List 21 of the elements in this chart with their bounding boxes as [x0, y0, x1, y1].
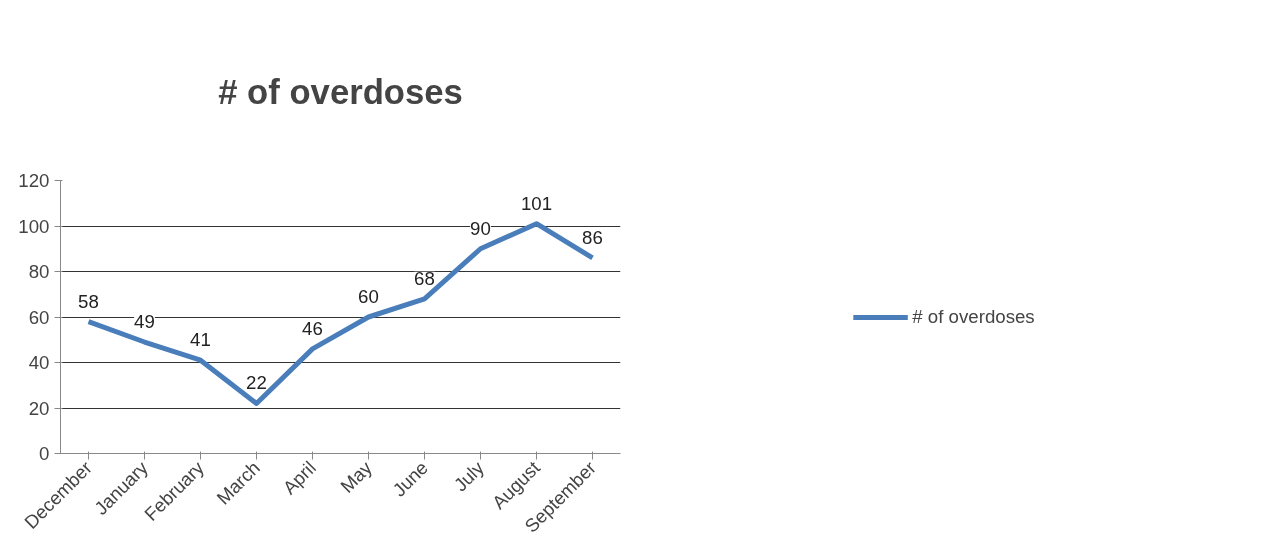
data-label: 22: [246, 372, 267, 394]
y-tick-label: 0: [39, 443, 50, 464]
chart-title: # of overdoses: [218, 72, 463, 111]
data-label: 58: [78, 290, 99, 312]
x-tick-label: July: [449, 456, 489, 496]
data-label: 86: [582, 226, 603, 248]
y-tick-label: 80: [28, 261, 50, 282]
data-label: 46: [302, 317, 323, 339]
data-label: 41: [190, 329, 211, 351]
data-label: 68: [414, 267, 435, 289]
data-label: 101: [520, 192, 553, 214]
legend-label: # of overdoses: [912, 305, 1035, 328]
y-tick-label: 40: [28, 352, 50, 373]
y-tick-label: 100: [18, 215, 50, 237]
x-tick-label: May: [336, 456, 377, 497]
y-tick-label: 60: [28, 306, 50, 328]
y-tick-label: 20: [28, 397, 50, 419]
data-label: 90: [470, 217, 491, 239]
data-label: 60: [358, 286, 379, 307]
data-label: 49: [134, 311, 155, 333]
y-tick-label: 120: [18, 170, 50, 191]
